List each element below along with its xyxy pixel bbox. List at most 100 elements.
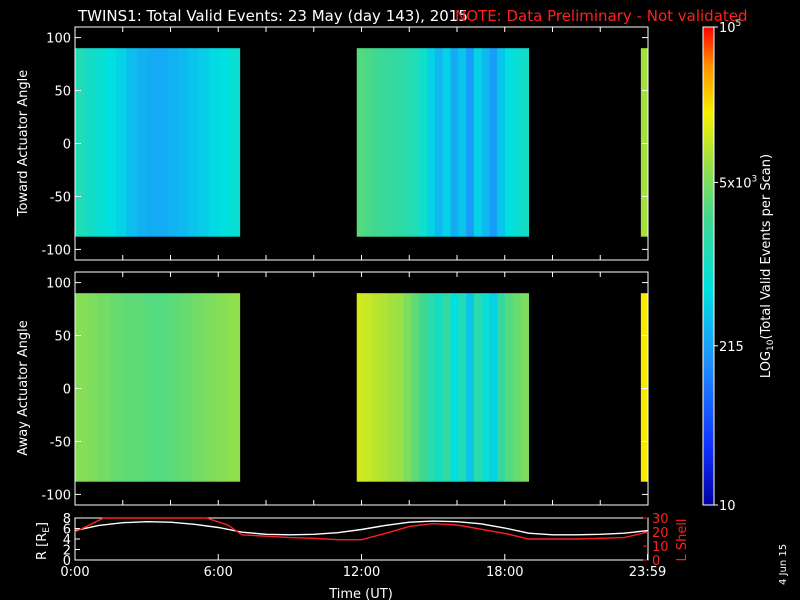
time-tick-label: 12:00 [343, 565, 380, 580]
toward-cell [387, 48, 397, 237]
away-cell [145, 293, 158, 482]
colorbar-tick-label: 5x103 [719, 174, 757, 191]
toward-cell [136, 48, 148, 237]
away-cell [450, 293, 459, 482]
colorbar-label: LOG10(Total Valid Events per Scan) [759, 154, 776, 378]
away-cell [227, 293, 241, 482]
r-axis-label: R [RE] [35, 522, 52, 560]
time-tick-label: 23:59 [629, 565, 666, 580]
toward-cell [419, 48, 428, 237]
toward-cell [188, 48, 199, 237]
away-cell [411, 293, 420, 482]
r-tick-label: 0 [63, 554, 71, 569]
colorbar-tick-label: 215 [719, 340, 744, 355]
away-cell [192, 293, 205, 482]
r-axis-label-end: ] [35, 522, 50, 527]
toward-cell [208, 48, 220, 237]
toward-cell [157, 48, 169, 237]
toward-cell [640, 48, 649, 237]
orbit-lines [74, 517, 649, 541]
y-tick-label: 0 [63, 138, 71, 153]
away-cell [497, 293, 506, 482]
colorbar-tick-label: 10 [719, 499, 736, 514]
y-tick-label: -100 [41, 488, 71, 503]
toward-cell [167, 48, 179, 237]
away-heatmap-cells [75, 293, 649, 482]
toward-cell [380, 48, 389, 237]
away-cell [180, 293, 194, 482]
toward-cell [105, 48, 117, 237]
away-cell [403, 293, 412, 482]
toward-cell [116, 48, 127, 237]
toward-cell [403, 48, 412, 237]
toward-cell [505, 48, 514, 237]
toward-cell [198, 48, 210, 237]
toward-cell [75, 48, 86, 237]
toward-cell [473, 48, 483, 237]
toward-heatmap-cells [75, 48, 649, 237]
away-cell [442, 293, 451, 482]
away-cell [466, 293, 475, 482]
r-tick-label: 2 [63, 544, 71, 559]
toward-cell [466, 48, 475, 237]
y-tick-label: -50 [50, 190, 71, 205]
colorbar-label-log: LOG [759, 351, 774, 378]
colorbar-label-rest: (Total Valid Events per Scan) [759, 154, 774, 340]
toward-cell [95, 48, 107, 237]
toward-cell [126, 48, 138, 237]
r-line [74, 520, 649, 536]
away-cell [372, 293, 381, 482]
colorbar: 105 5x103 215 10 LOG10(Total Valid Events p… [702, 19, 776, 514]
toward-cell [411, 48, 420, 237]
away-cell [419, 293, 428, 482]
away-y-label: Away Actuator Angle [16, 320, 31, 455]
colorbar-tick-label: 105 [719, 19, 741, 36]
away-cell [110, 293, 123, 482]
lshell-tick-label: 30 [652, 512, 669, 527]
away-cell [364, 293, 373, 482]
away-cell [434, 293, 444, 482]
r-tick-label: 4 [63, 533, 71, 548]
toward-y-ticks: 100 50 0 -50 -100 [41, 27, 649, 260]
toward-cell [372, 48, 381, 237]
lshell-tick-label: 0 [652, 554, 660, 569]
r-axis-label-sub: E [42, 527, 52, 533]
away-cell [204, 293, 217, 482]
away-cell [640, 293, 649, 482]
away-cell [216, 293, 229, 482]
away-cell [387, 293, 397, 482]
toward-panel: 100 50 0 -50 -100 Toward Actuator Angle [16, 26, 649, 261]
colorbar-frame [702, 26, 715, 506]
away-cell [122, 293, 135, 482]
date-stamp: 4 Jun 15 [778, 544, 789, 585]
toward-cell [497, 48, 506, 237]
time-tick-label: 6:00 [204, 565, 233, 580]
time-axis-ticks: 0:00 6:00 12:00 18:00 23:59 [60, 554, 666, 580]
toward-cell [427, 48, 436, 237]
y-tick-label: -100 [41, 243, 71, 258]
toward-y-label: Toward Actuator Angle [16, 70, 31, 217]
away-cell [473, 293, 483, 482]
r-tick-label: 8 [63, 512, 71, 527]
away-cell [86, 293, 99, 482]
r-tick-label: 6 [63, 523, 71, 538]
away-cell [98, 293, 111, 482]
lshell-axis-label: L Shell [675, 518, 690, 561]
lshell-tick-label: 20 [652, 526, 669, 541]
away-cell [157, 293, 170, 482]
colorbar-fill [703, 27, 714, 505]
y-tick-label: 50 [54, 330, 71, 345]
time-tick-label: 18:00 [486, 565, 523, 580]
y-tick-label: 50 [54, 85, 71, 100]
toward-cell [442, 48, 451, 237]
toward-cell [434, 48, 444, 237]
toward-cell [450, 48, 459, 237]
toward-cell [489, 48, 498, 237]
lshell-tick-label: 10 [652, 540, 669, 555]
y-tick-label: 100 [46, 32, 71, 47]
away-cell [169, 293, 182, 482]
